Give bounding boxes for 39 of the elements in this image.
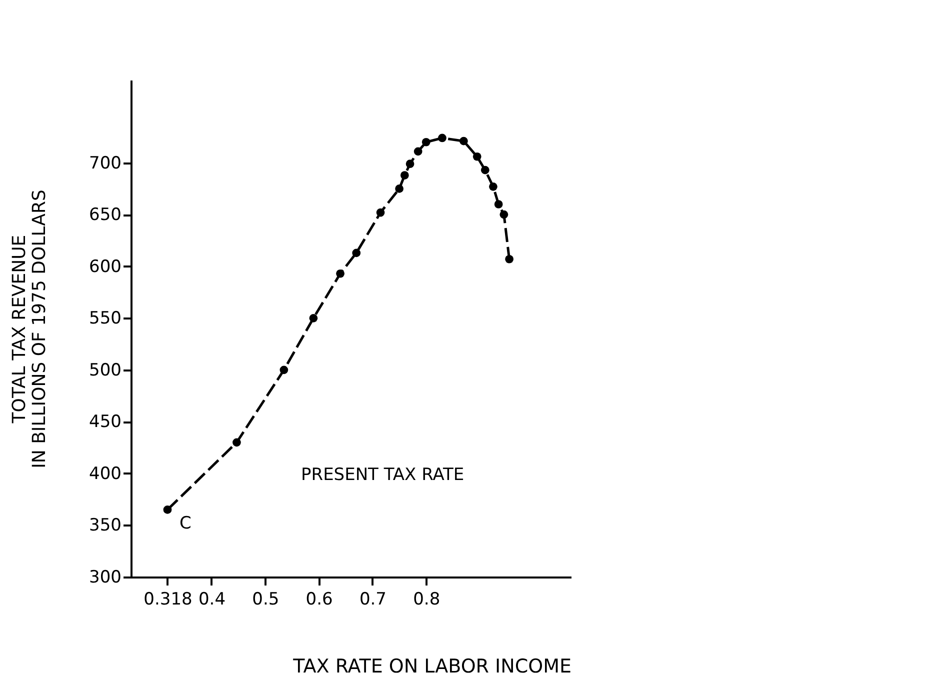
y-tick-label: 400 <box>89 464 122 484</box>
point <box>480 166 490 174</box>
y-tick-label: 700 <box>89 153 122 174</box>
y-tick-label: 600 <box>89 256 122 277</box>
point <box>422 138 430 146</box>
point <box>489 182 498 191</box>
y-tick-label: 300 <box>89 568 122 588</box>
y-tick-label: 450 <box>89 412 122 432</box>
point <box>494 200 503 208</box>
point <box>414 147 422 156</box>
y-tick-label: 500 <box>89 360 122 380</box>
annotation: PRESENT TAX RATE <box>301 465 464 485</box>
x-tick-label: 0.4 <box>198 590 226 610</box>
point <box>406 160 414 168</box>
point <box>280 366 288 374</box>
x-tick-label: 0.7 <box>359 590 386 610</box>
x-axis-title: TAX RATE ON LABOR INCOME <box>292 656 572 678</box>
point <box>352 248 361 258</box>
point <box>376 208 385 217</box>
point <box>438 134 446 142</box>
point <box>309 314 318 322</box>
point <box>232 438 241 447</box>
y-axis-title: TOTAL TAX REVENUE IN BILLIONS OF 1975 DOLLARS <box>9 190 50 468</box>
point <box>395 184 404 193</box>
x-tick-label: 0.5 <box>252 590 280 610</box>
point <box>505 254 514 264</box>
point <box>400 171 409 180</box>
x-tick-label: 0.318 <box>144 590 192 610</box>
y-tick-label: 350 <box>89 516 122 536</box>
y-tick-label: 550 <box>89 308 122 329</box>
point <box>500 210 508 219</box>
point <box>336 269 344 278</box>
point <box>163 506 172 514</box>
point <box>472 152 482 161</box>
x-tick-label: 0.6 <box>306 590 333 610</box>
y-tick-label: 650 <box>89 205 122 226</box>
annotation: C <box>179 514 192 534</box>
point <box>460 136 468 146</box>
x-tick-label: 0.8 <box>413 590 440 610</box>
